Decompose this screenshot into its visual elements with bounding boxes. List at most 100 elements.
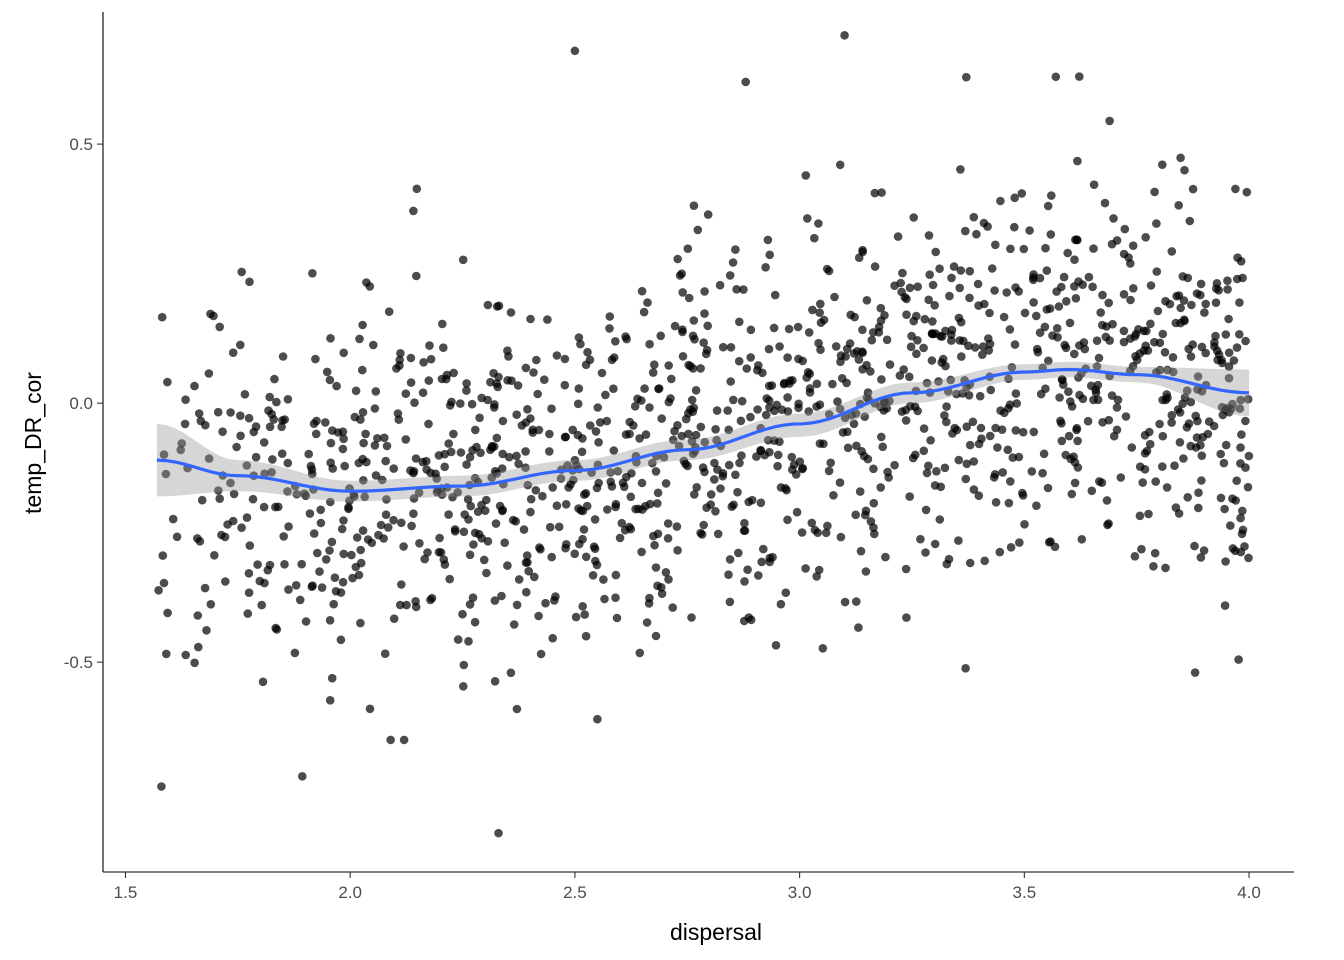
data-point (643, 298, 652, 307)
data-point (696, 364, 705, 373)
data-point (307, 469, 317, 479)
data-point (218, 427, 227, 437)
data-point (312, 416, 321, 426)
data-point (168, 514, 178, 524)
data-point (870, 188, 880, 198)
data-point (1113, 395, 1123, 405)
data-point (690, 490, 699, 499)
data-point (895, 371, 905, 380)
data-point (924, 461, 933, 471)
data-point (931, 247, 940, 257)
data-point (740, 577, 749, 586)
data-point (163, 377, 172, 387)
data-point (956, 266, 966, 275)
data-point (716, 484, 725, 493)
data-point (670, 321, 680, 331)
data-point (1010, 340, 1020, 349)
data-point (1224, 348, 1234, 358)
data-point (506, 668, 516, 678)
data-point (941, 361, 950, 371)
data-point (979, 218, 989, 228)
data-point (1170, 461, 1179, 471)
data-point (194, 409, 204, 418)
data-point (713, 529, 723, 539)
data-point (321, 418, 330, 427)
data-point (752, 452, 761, 461)
data-point (922, 378, 932, 388)
data-point (1185, 216, 1195, 226)
data-point (545, 522, 555, 532)
data-point (453, 488, 463, 497)
data-point (762, 394, 771, 403)
data-point (724, 425, 733, 435)
data-point (201, 420, 210, 430)
data-point (269, 415, 279, 424)
data-point (736, 416, 746, 426)
data-point (409, 494, 419, 503)
data-point (338, 444, 348, 454)
data-point (522, 551, 532, 560)
data-point (816, 318, 826, 328)
data-point (1015, 538, 1024, 547)
data-point (377, 475, 387, 485)
data-point (1183, 493, 1192, 502)
data-point (993, 443, 1002, 452)
data-point (251, 452, 261, 462)
data-point (411, 597, 420, 606)
data-point (767, 381, 777, 390)
data-point (159, 578, 169, 588)
data-point (599, 575, 608, 584)
data-point (746, 615, 756, 625)
data-point (373, 434, 382, 443)
data-point (663, 534, 673, 543)
data-point (954, 455, 964, 465)
data-point (787, 452, 797, 462)
data-point (725, 597, 735, 607)
data-point (606, 477, 615, 487)
data-point (733, 487, 742, 497)
data-point (677, 431, 687, 441)
data-point (1221, 440, 1231, 450)
data-point (1182, 386, 1192, 396)
data-point (1182, 423, 1192, 432)
data-point (861, 506, 871, 516)
data-point (468, 593, 478, 602)
data-point (1175, 408, 1185, 417)
data-point (383, 523, 393, 532)
data-point (258, 677, 268, 687)
data-point (449, 368, 459, 378)
data-point (267, 468, 276, 477)
data-point (284, 585, 293, 594)
data-point (456, 399, 465, 408)
data-point (940, 463, 950, 473)
data-point (710, 475, 719, 484)
points-layer (154, 31, 1254, 838)
data-point (814, 565, 824, 575)
data-point (240, 390, 250, 399)
data-point (603, 505, 612, 514)
data-point (1006, 543, 1016, 552)
data-point (737, 396, 747, 406)
data-point (617, 518, 627, 528)
data-point (962, 422, 971, 432)
data-point (1211, 298, 1221, 308)
data-point (380, 649, 390, 658)
data-point (869, 464, 878, 474)
data-point (965, 293, 974, 303)
data-point (905, 492, 914, 501)
data-point (648, 368, 658, 377)
data-point (1070, 349, 1079, 359)
data-point (487, 441, 497, 451)
data-point (1029, 275, 1038, 285)
data-point (244, 413, 254, 423)
data-point (611, 593, 620, 602)
data-point (594, 478, 603, 488)
data-point (1059, 380, 1068, 390)
data-point (180, 419, 190, 429)
data-point (1188, 340, 1197, 349)
data-point (965, 266, 975, 276)
data-point (503, 376, 512, 385)
data-point (236, 340, 245, 350)
data-point (1046, 537, 1055, 546)
data-point (661, 568, 671, 577)
